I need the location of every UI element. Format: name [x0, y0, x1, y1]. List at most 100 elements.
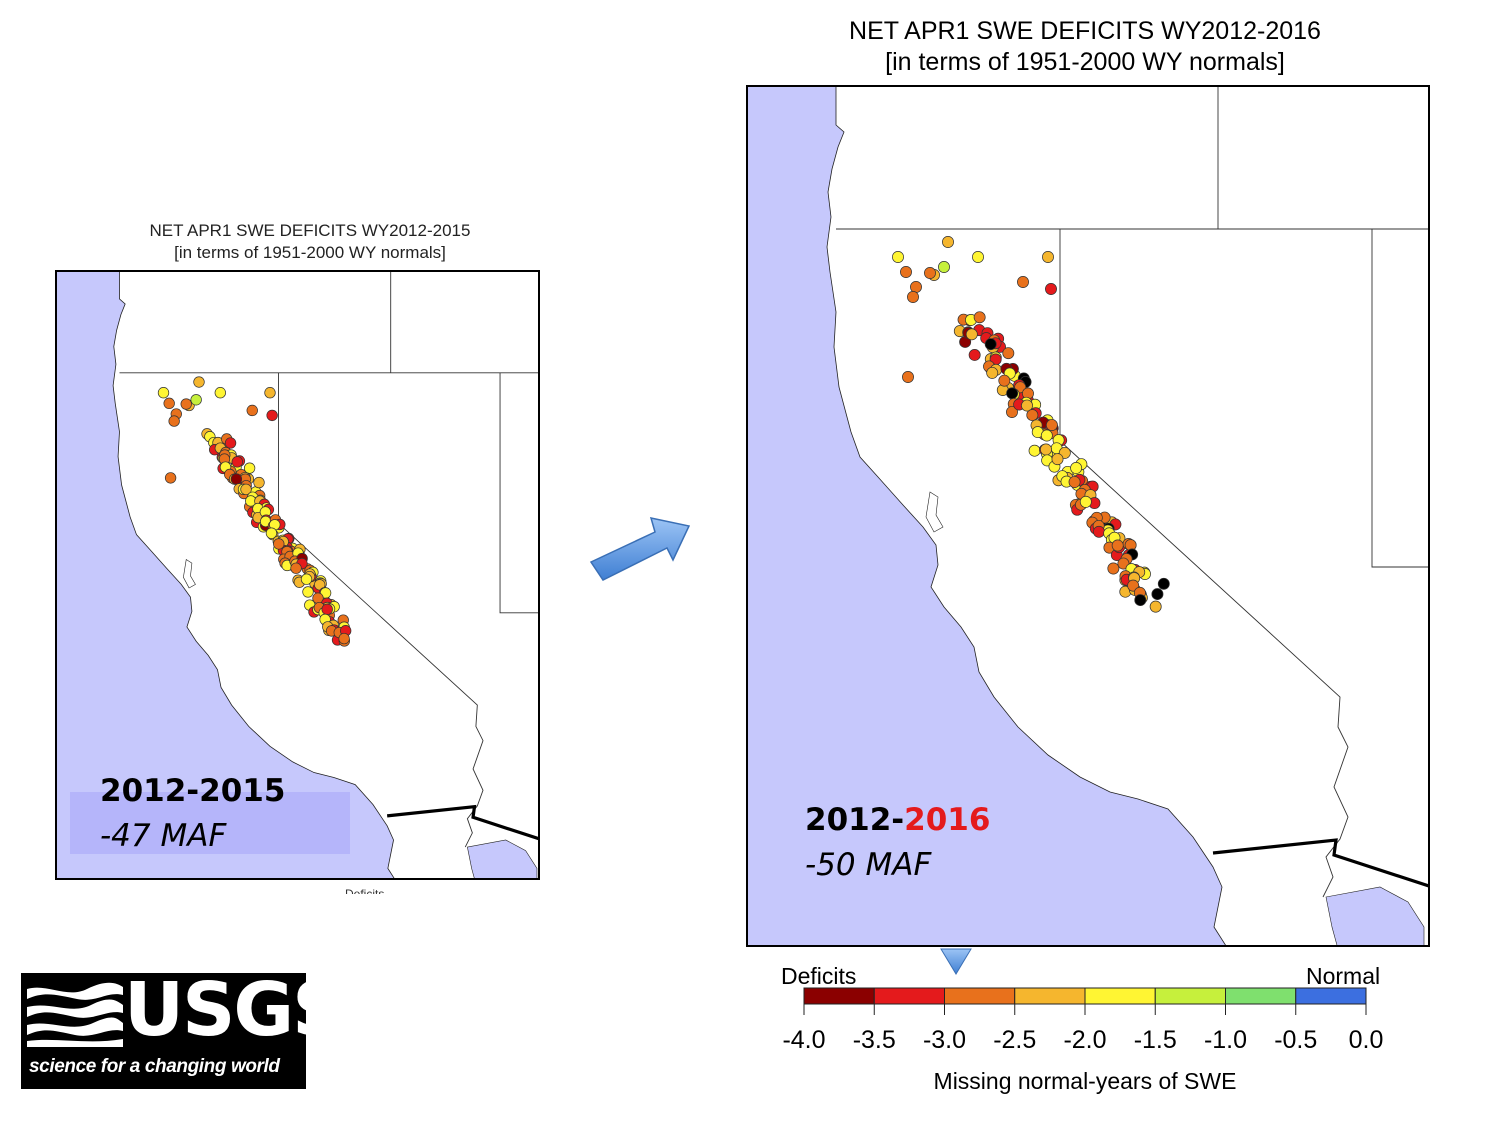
mexico-border [386, 804, 538, 841]
snow-site-point [290, 562, 302, 574]
snow-site-point [1107, 562, 1120, 575]
left-map-title-line1: NET APR1 SWE DEFICITS WY2012-2015 [149, 221, 471, 240]
right-map-canvas [748, 87, 1428, 945]
snow-site-point [1028, 444, 1041, 457]
snow-site-point [1051, 453, 1064, 466]
snow-site-point [984, 338, 997, 351]
state-border [499, 372, 538, 614]
left-total-label: -47 MAF [100, 818, 227, 854]
colorbar-right-label: Normal [1306, 963, 1381, 989]
left-map-canvas [57, 272, 538, 878]
map-layer [57, 272, 538, 878]
right-period-label: 2012-2016 [805, 802, 990, 838]
snow-site-point [253, 476, 265, 489]
colorbar-tick-label: -1.5 [1133, 1026, 1177, 1054]
usgs-tagline: science for a changing world [29, 1056, 280, 1077]
snow-site-point [965, 328, 978, 341]
snow-site-point [972, 251, 984, 263]
snow-site-point [1021, 399, 1033, 412]
ocean [57, 272, 395, 878]
snow-site-point [1111, 539, 1124, 552]
snow-site-point [168, 415, 180, 427]
colorbar-segment [944, 987, 1016, 1005]
right-map [746, 85, 1430, 947]
snow-site-point [1149, 600, 1162, 613]
colorbar-tick-label: -3.5 [852, 1026, 896, 1054]
snow-site-point [1068, 476, 1081, 488]
right-map-title: NET APR1 SWE DEFICITS WY2012-2016 [in te… [745, 16, 1425, 78]
colorbar-tick-label: -1.0 [1203, 1026, 1248, 1054]
snow-site-point [1045, 419, 1058, 431]
snow-site-point [907, 291, 919, 303]
left-label-box [70, 792, 350, 854]
gulf-water [1325, 886, 1425, 945]
bay [925, 491, 944, 533]
snow-site-point [1040, 443, 1052, 456]
snow-site-point [973, 311, 986, 324]
state-border [278, 372, 484, 848]
ocean [748, 87, 1226, 945]
snow-site-point [180, 398, 192, 410]
left-cut-label: Deficits [345, 887, 385, 894]
snow-site-point [300, 573, 313, 585]
snow-site-point [892, 251, 904, 263]
snow-site-point [910, 281, 922, 293]
snow-site-point [986, 366, 999, 379]
snow-site-point [1006, 406, 1018, 418]
colorbar-segment [1084, 987, 1156, 1005]
right-period-prefix: 2012- [805, 802, 905, 838]
colorbar [803, 987, 1367, 1015]
snow-site-point [1026, 409, 1039, 422]
mexico-border [1212, 838, 1428, 888]
colorbar-segment [873, 987, 945, 1005]
snow-site-point [273, 538, 285, 550]
left-map [55, 270, 540, 880]
snow-site-point [164, 472, 177, 484]
snow-site-point [998, 374, 1011, 387]
snow-site-point [1157, 577, 1170, 590]
snow-site-point [1040, 429, 1053, 442]
colorbar-tick-label: -0.5 [1274, 1026, 1318, 1054]
snow-site-point [1134, 594, 1147, 607]
right-total-label: -50 MAF [805, 847, 932, 883]
colorbar-marker-icon [940, 948, 972, 975]
snow-site-point [321, 603, 333, 615]
colorbar-tick-label: -2.5 [993, 1026, 1037, 1054]
bay [183, 559, 196, 589]
snow-site-point [265, 527, 278, 539]
snow-site-point [246, 404, 258, 417]
snow-site-point [193, 376, 205, 388]
left-map-title: NET APR1 SWE DEFICITS WY2012-2015 [in te… [55, 220, 565, 264]
snow-site-point [1151, 588, 1164, 601]
usgs-logo: USGS science for a changing world [21, 967, 345, 1089]
snow-site-point [1079, 495, 1092, 508]
snow-site-point [938, 261, 950, 273]
colorbar-segment [1295, 987, 1367, 1005]
snow-site-point [1093, 525, 1105, 538]
right-map-title-line2: [in terms of 1951-2000 WY normals] [885, 48, 1285, 76]
snow-site-point [1042, 251, 1054, 263]
right-map-title-line1: NET APR1 SWE DEFICITS WY2012-2016 [849, 17, 1321, 45]
colorbar-tick-label: -3.0 [922, 1026, 967, 1054]
snow-site-point [230, 473, 243, 485]
gulf-water [467, 839, 538, 878]
snow-site-point [942, 236, 954, 248]
colorbar-left-label: Deficits [781, 963, 857, 989]
colorbar-segment [1154, 987, 1226, 1005]
snow-site-point [243, 462, 256, 474]
snow-site-point [231, 456, 243, 468]
snow-site-point [240, 483, 252, 496]
snow-site-point [302, 586, 314, 598]
snow-site-point [1002, 347, 1015, 360]
arrow-right-icon [589, 517, 691, 581]
snow-site-point [190, 394, 202, 406]
snow-site-point [924, 267, 936, 279]
snow-site-point [266, 409, 278, 422]
snow-site-point [163, 397, 175, 410]
usgs-wordmark: USGS [124, 967, 345, 1053]
snow-site-point [1045, 283, 1057, 295]
map-layer [748, 87, 1428, 945]
colorbar-title: Missing normal-years of SWE [933, 1068, 1237, 1094]
snow-site-point [224, 437, 237, 449]
left-map-title-line2: [in terms of 1951-2000 WY normals] [174, 243, 446, 262]
